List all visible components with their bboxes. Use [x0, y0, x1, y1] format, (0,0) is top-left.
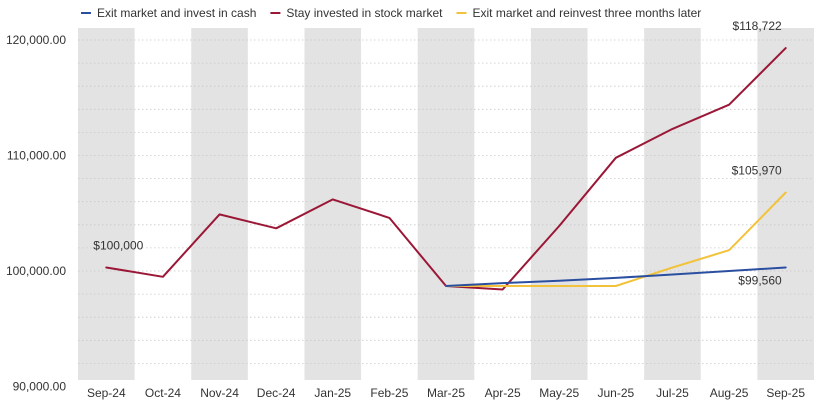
- horizontal-gridlines: [78, 39, 814, 364]
- y-tick-label: 100,000.00: [6, 264, 66, 278]
- legend: Exit market and invest in cash Stay inves…: [81, 6, 701, 20]
- x-tick-label: Oct-24: [145, 386, 181, 400]
- legend-label: Exit market and invest in cash: [97, 6, 256, 20]
- column-band: [78, 28, 135, 380]
- column-band: [304, 28, 362, 380]
- x-tick-label: Apr-25: [485, 386, 521, 400]
- x-tick-label: Feb-25: [370, 386, 408, 400]
- x-tick-label: Dec-24: [257, 386, 296, 400]
- legend-label: Exit market and reinvest three months la…: [472, 6, 701, 20]
- legend-label: Stay invested in stock market: [286, 6, 443, 20]
- y-tick-label: 120,000.00: [6, 33, 66, 47]
- annotations: $100,000 $118,722 $105,970 $99,560: [93, 19, 782, 287]
- y-tick-label: 110,000.00: [7, 149, 66, 163]
- x-tick-label: Jul-25: [656, 386, 689, 400]
- x-tick-label: Nov-24: [200, 386, 239, 400]
- x-tick-label: Jan-25: [314, 386, 351, 400]
- column-band: [417, 28, 475, 380]
- x-tick-label: May-25: [539, 386, 579, 400]
- series-line-3: [445, 191, 787, 287]
- column-band: [757, 28, 814, 380]
- x-tick-label: Jun-25: [597, 386, 634, 400]
- x-tick-label: Sep-25: [766, 386, 805, 400]
- x-tick-label: Sep-24: [87, 386, 126, 400]
- column-band: [530, 28, 588, 380]
- x-tick-label: Mar-25: [427, 386, 465, 400]
- data-label: $105,970: [732, 163, 782, 177]
- x-axis: Sep-24 Oct-24 Nov-24 Dec-24 Jan-25 Feb-25 Mar-…: [87, 386, 805, 400]
- series-lines: [105, 47, 787, 291]
- series-line-1: [445, 266, 787, 287]
- data-label: $100,000: [93, 239, 143, 253]
- y-tick-label: 90,000.00: [13, 380, 67, 394]
- y-axis: 90,000.00 100,000.00 110,000.00 120,000.00: [6, 33, 66, 394]
- x-tick-label: Aug-25: [710, 386, 749, 400]
- data-label: $118,722: [733, 19, 782, 33]
- column-band: [191, 28, 248, 380]
- data-label: $99,560: [738, 274, 782, 288]
- column-bands: [78, 28, 814, 380]
- column-band: [644, 28, 701, 380]
